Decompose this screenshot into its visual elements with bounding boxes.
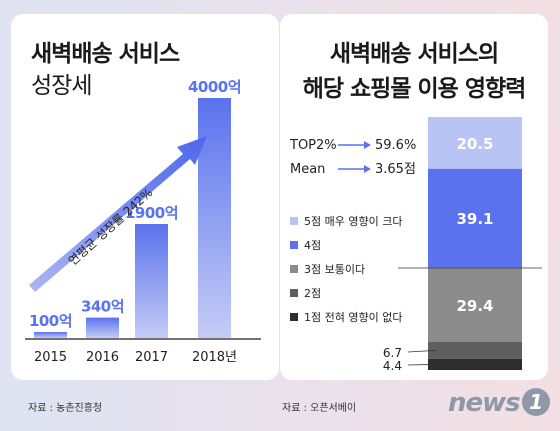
news1-logo: news 1: [448, 388, 550, 418]
bar-value-label: 100억: [29, 312, 72, 330]
growth-source: 자료 : 농촌진흥청: [28, 403, 103, 414]
indicator-arrow-head: [364, 165, 371, 173]
stack-segment: [428, 168, 522, 268]
legend-label: 5점 매우 영향이 크다: [304, 215, 402, 228]
influence-title-line2: 해당 쇼핑몰 이용 영향력: [302, 76, 527, 102]
x-tick-label: 2017: [135, 350, 168, 365]
legend-swatch: [290, 217, 298, 225]
x-tick-label: 2016: [86, 350, 119, 365]
legend-label: 1점 전혀 영향이 없다: [304, 311, 402, 324]
stack-segment: [428, 341, 522, 359]
legend-swatch: [290, 313, 298, 321]
small-segment-label: 4.4: [383, 359, 402, 373]
bar-value-label: 340억: [81, 298, 124, 316]
leader-line: [407, 350, 437, 353]
bar-2016: [86, 317, 119, 338]
mean-value: 3.65점: [375, 162, 416, 177]
segment-value-label: 29.4: [456, 297, 493, 315]
x-tick-label: 2015: [34, 350, 67, 365]
bar-value-label: 4000억: [188, 78, 241, 96]
legend-swatch: [290, 289, 298, 297]
stack-segment: [428, 358, 522, 370]
legend-swatch: [290, 241, 298, 249]
leader-line: [407, 364, 437, 366]
stack-segment: [428, 267, 522, 342]
indicator-arrow-head: [364, 141, 371, 149]
x-tick-label: 2018년: [192, 350, 237, 365]
influence-source: 자료 : 오픈서베이: [282, 403, 357, 414]
bar-2018년: [198, 98, 231, 338]
small-segment-label: 6.7: [383, 346, 402, 360]
legend-label: 4점: [304, 239, 321, 252]
influence-stacked-chart: 20.5 39.1 29.4 6.74.4 TOP2% 59.6% Mean 3.65점 5점 …: [289, 117, 542, 373]
growth-panel: 새벽배송 서비스 성장세 100억 2015 340억 2016 1900억 2017 40…: [11, 14, 279, 380]
legend-swatch: [290, 265, 298, 273]
legend-label: 3점 보통이다: [304, 263, 365, 276]
bar-2017: [135, 224, 168, 338]
segment-value-label: 39.1: [456, 210, 493, 228]
influence-panel: 새벽배송 서비스의 해당 쇼핑몰 이용 영향력 20.5 39.1 29.4 6.7 4…: [280, 14, 548, 380]
legend-label: 2점: [304, 287, 321, 300]
top2-value: 59.6%: [375, 138, 416, 153]
logo-mark: 1: [521, 388, 550, 416]
bar-2015: [34, 332, 67, 338]
segment-value-label: 20.5: [456, 135, 493, 153]
growth-title-line1: 새벽배송 서비스: [31, 41, 180, 67]
logo-text: news: [448, 388, 521, 418]
stack-segment: [428, 117, 522, 169]
top2-label: TOP2%: [289, 138, 337, 153]
bar-value-label: 1900억: [125, 204, 178, 222]
growth-arrow: [29, 136, 207, 292]
influence-title-line1: 새벽배송 서비스의: [329, 41, 499, 67]
growth-title-line2: 성장세: [31, 73, 92, 99]
mean-label: Mean: [290, 162, 325, 177]
